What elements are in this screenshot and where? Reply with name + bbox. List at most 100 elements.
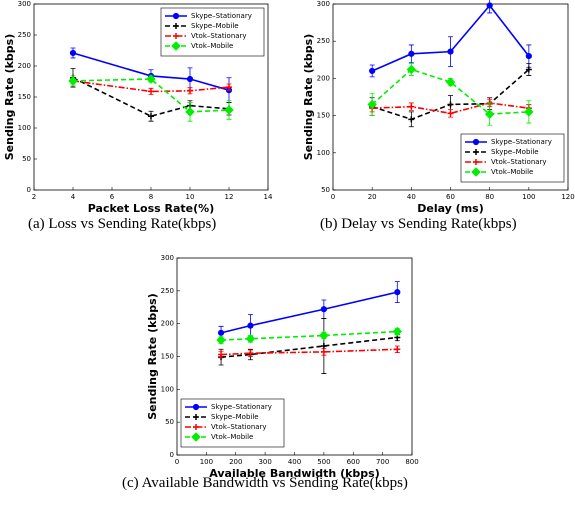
marker <box>473 159 479 165</box>
x-tick-label: 80 <box>485 193 494 201</box>
y-tick-label: 150 <box>161 353 174 361</box>
marker <box>392 326 403 337</box>
marker <box>369 67 376 75</box>
series-line <box>72 78 230 113</box>
marker <box>473 149 479 155</box>
legend-label: Vtok–Mobile <box>191 42 233 50</box>
marker <box>447 101 454 108</box>
x-tick-label: 0 <box>175 458 179 466</box>
x-tick-label: 700 <box>376 458 389 466</box>
series-line <box>72 77 230 118</box>
marker <box>224 105 234 115</box>
y-tick-label: 100 <box>161 385 174 393</box>
legend-label: Vtok–Stationary <box>191 32 247 40</box>
marker <box>394 346 401 353</box>
x-tick-label: 6 <box>110 193 115 201</box>
marker <box>68 76 78 86</box>
y-tick-label: 250 <box>161 287 174 295</box>
marker <box>320 348 327 355</box>
marker <box>247 322 254 329</box>
marker <box>173 23 179 29</box>
x-tick-label: 60 <box>446 193 455 201</box>
marker <box>171 41 181 51</box>
series-line <box>372 102 529 115</box>
y-tick-label: 0 <box>27 186 31 194</box>
marker <box>320 342 327 349</box>
y-tick-label: 300 <box>161 254 174 262</box>
x-tick-label: 2 <box>32 193 36 201</box>
y-tick-label: 50 <box>165 418 174 426</box>
marker <box>484 109 495 119</box>
y-tick-label: 200 <box>161 320 174 328</box>
marker <box>367 99 377 110</box>
marker <box>445 77 456 87</box>
marker <box>525 52 532 60</box>
legend-label: Vtok–Stationary <box>211 423 267 431</box>
marker <box>447 48 454 55</box>
marker <box>218 351 225 358</box>
y-tick-label: 150 <box>317 112 330 120</box>
caption: (c) Available Bandwidth vs Sending Rate(… <box>122 475 408 491</box>
x-tick-label: 0 <box>331 193 335 201</box>
x-axis-label: Available Bandwidth (kbps) <box>209 467 380 480</box>
y-tick-label: 100 <box>18 124 31 132</box>
y-tick-label: 250 <box>18 31 31 39</box>
x-tick-label: 4 <box>71 193 76 201</box>
x-tick-label: 400 <box>288 458 301 466</box>
y-tick-label: 200 <box>317 74 330 82</box>
legend-label: Vtok–Stationary <box>491 158 547 166</box>
marker <box>192 403 200 411</box>
legend-label: Skype–Stationary <box>211 403 272 411</box>
marker <box>320 306 327 313</box>
caption: (a) Loss vs Sending Rate(kbps) <box>28 216 217 232</box>
marker <box>186 75 194 83</box>
x-tick-label: 800 <box>405 458 418 466</box>
marker <box>187 87 193 94</box>
marker <box>172 12 180 20</box>
caption: (b) Delay vs Sending Rate(kbps) <box>320 216 517 232</box>
marker <box>394 289 401 296</box>
marker <box>247 350 254 357</box>
marker <box>525 66 532 73</box>
x-tick-label: 500 <box>317 458 330 466</box>
x-axis-label: Packet Loss Rate(%) <box>88 202 214 215</box>
marker <box>193 414 199 420</box>
marker <box>447 110 454 117</box>
marker <box>173 33 179 39</box>
x-tick-label: 12 <box>225 193 234 201</box>
marker <box>486 2 493 9</box>
x-tick-label: 14 <box>264 193 273 201</box>
marker <box>408 50 415 57</box>
series-line <box>72 80 230 93</box>
y-tick-label: 150 <box>18 93 31 101</box>
marker <box>193 424 199 430</box>
series-line <box>371 68 529 115</box>
x-tick-label: 100 <box>522 193 535 201</box>
x-tick-label: 300 <box>258 458 271 466</box>
y-tick-label: 50 <box>321 186 330 194</box>
x-tick-label: 8 <box>149 193 153 201</box>
y-axis-label: Sending Rate (kbps) <box>146 293 159 420</box>
legend-label: Vtok–Mobile <box>491 168 533 176</box>
marker <box>319 330 329 341</box>
marker <box>408 116 415 123</box>
marker <box>185 107 195 117</box>
legend-label: Skype–Mobile <box>491 148 539 156</box>
x-tick-label: 10 <box>186 193 195 201</box>
series-line <box>220 336 398 358</box>
x-tick-label: 600 <box>347 458 360 466</box>
y-tick-label: 300 <box>18 0 31 8</box>
marker <box>524 107 534 117</box>
y-tick-label: 0 <box>170 451 174 459</box>
y-tick-label: 50 <box>22 155 31 163</box>
marker <box>191 432 201 442</box>
marker <box>148 113 154 120</box>
legend-label: Skype–Mobile <box>191 22 239 30</box>
legend-label: Skype–Stationary <box>191 12 252 20</box>
marker <box>148 88 154 95</box>
series-line <box>221 330 398 341</box>
series-line <box>221 348 398 356</box>
y-axis-label: Sending Rate (kbps) <box>3 34 16 161</box>
y-tick-label: 100 <box>317 149 330 157</box>
